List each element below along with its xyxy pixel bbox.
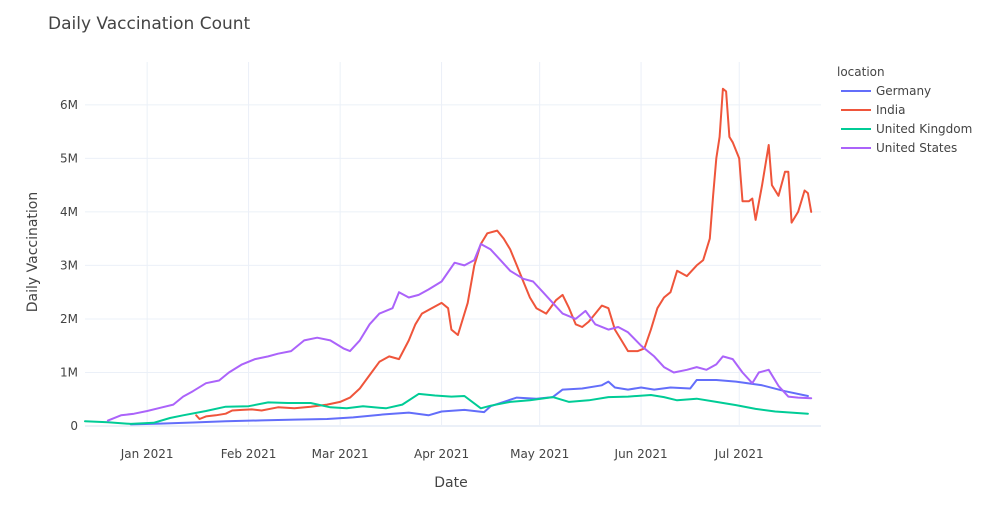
gridlines [85,62,821,427]
x-axis-ticks: Jan 2021 Feb 2021 Mar 2021 Apr 2021 May 2021… [120,447,764,461]
x-tick-label: Jan 2021 [120,447,174,461]
y-tick-label: 4M [60,205,78,219]
y-axis-ticks: 0 1M 2M 3M 4M 5M 6M [60,98,78,433]
series-line-united-kingdom [84,392,809,425]
y-tick-label: 1M [60,365,78,379]
legend-label: United Kingdom [876,122,972,136]
x-tick-label: Jul 2021 [714,447,764,461]
x-tick-label: Mar 2021 [312,447,369,461]
legend-item-united-states: United States [841,141,957,155]
x-axis-title: Date [434,475,467,491]
x-tick-label: Apr 2021 [414,447,469,461]
y-tick-label: 6M [60,98,78,112]
legend-label: Germany [876,84,931,98]
series-lines [84,87,813,426]
series-line-india [195,87,813,420]
chart-title: Daily Vaccination Count [48,14,251,34]
x-tick-label: Feb 2021 [221,447,277,461]
series-line-united-states [106,243,813,422]
legend-label: United States [876,141,957,155]
x-tick-label: Jun 2021 [614,447,668,461]
legend: location Germany India United Kingdom Unite… [837,65,972,155]
y-tick-label: 2M [60,312,78,326]
series-line-germany [129,379,809,426]
legend-title: location [837,65,885,79]
x-tick-label: May 2021 [510,447,569,461]
y-tick-label: 3M [60,258,78,272]
legend-item-india: India [841,103,905,117]
legend-label: India [876,103,905,117]
y-tick-label: 5M [60,151,78,165]
legend-item-united-kingdom: United Kingdom [841,122,972,136]
y-tick-label: 0 [70,419,78,433]
legend-item-germany: Germany [841,84,931,98]
y-axis-title: Daily Vaccination [25,192,41,313]
